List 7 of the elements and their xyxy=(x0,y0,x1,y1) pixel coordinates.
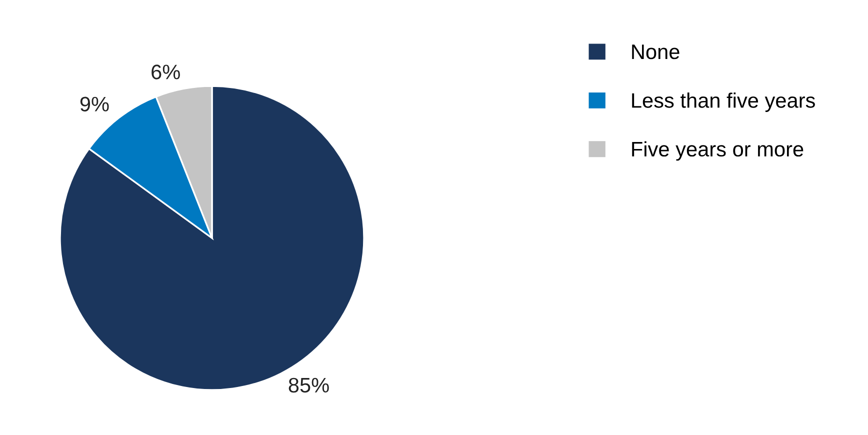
legend-label: None xyxy=(632,44,680,60)
data-label: 85% xyxy=(288,378,329,393)
data-label: 6% xyxy=(152,64,180,80)
legend-label: Less than five years xyxy=(632,92,815,112)
pie-slice xyxy=(59,85,365,391)
data-label: 9% xyxy=(80,96,109,112)
legend-label: Five years or more xyxy=(632,141,804,161)
